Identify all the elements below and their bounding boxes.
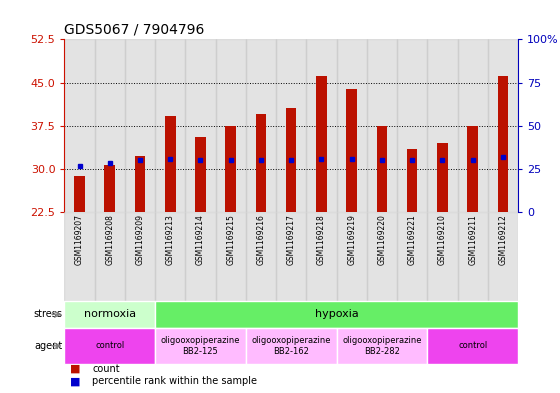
Bar	[488, 39, 518, 212]
Text: GSM1169212: GSM1169212	[498, 214, 507, 265]
Bar	[468, 126, 478, 212]
Text: ■: ■	[70, 364, 81, 374]
Bar	[125, 212, 155, 301]
Text: ■: ■	[70, 376, 81, 386]
Text: GSM1169221: GSM1169221	[408, 214, 417, 265]
Text: oligooxopiperazine
BB2-125: oligooxopiperazine BB2-125	[161, 336, 240, 356]
Bar	[427, 39, 458, 212]
Bar	[216, 39, 246, 212]
Bar	[135, 156, 145, 212]
Text: oligooxopiperazine
BB2-282: oligooxopiperazine BB2-282	[342, 336, 422, 356]
Bar	[427, 212, 458, 301]
Bar	[74, 176, 85, 212]
Bar	[437, 143, 447, 212]
Text: GSM1169217: GSM1169217	[287, 214, 296, 265]
Bar	[95, 212, 125, 301]
Bar	[498, 75, 508, 212]
Text: GSM1169216: GSM1169216	[256, 214, 265, 265]
Bar	[125, 39, 155, 212]
Text: GSM1169209: GSM1169209	[136, 214, 144, 265]
Text: GSM1169218: GSM1169218	[317, 214, 326, 265]
Text: control: control	[458, 342, 487, 350]
Bar	[377, 126, 387, 212]
Bar	[337, 212, 367, 301]
Bar	[256, 114, 266, 212]
Bar	[347, 90, 357, 212]
Bar	[276, 39, 306, 212]
Bar	[286, 108, 296, 212]
Bar	[155, 301, 518, 328]
Text: GSM1169211: GSM1169211	[468, 214, 477, 265]
Bar	[226, 126, 236, 212]
Bar	[337, 328, 427, 364]
Bar	[397, 212, 427, 301]
Text: percentile rank within the sample: percentile rank within the sample	[92, 376, 258, 386]
Text: GSM1169219: GSM1169219	[347, 214, 356, 265]
Bar	[306, 212, 337, 301]
Bar	[64, 328, 155, 364]
Bar	[458, 212, 488, 301]
Bar	[185, 39, 216, 212]
Bar	[185, 212, 216, 301]
Bar	[407, 149, 417, 212]
Bar	[246, 39, 276, 212]
Bar	[155, 212, 185, 301]
Text: GSM1169220: GSM1169220	[377, 214, 386, 265]
Bar	[216, 212, 246, 301]
Text: count: count	[92, 364, 120, 374]
Text: oligooxopiperazine
BB2-162: oligooxopiperazine BB2-162	[251, 336, 331, 356]
Text: hypoxia: hypoxia	[315, 309, 358, 320]
Bar	[64, 39, 95, 212]
Text: GSM1169215: GSM1169215	[226, 214, 235, 265]
Bar	[276, 212, 306, 301]
Text: GDS5067 / 7904796: GDS5067 / 7904796	[64, 23, 205, 37]
Bar	[155, 328, 246, 364]
Bar	[155, 39, 185, 212]
Text: GSM1169207: GSM1169207	[75, 214, 84, 265]
Bar	[165, 116, 175, 212]
Text: GSM1169210: GSM1169210	[438, 214, 447, 265]
Text: normoxia: normoxia	[83, 309, 136, 320]
Bar	[195, 137, 206, 212]
Bar	[64, 301, 155, 328]
Text: stress: stress	[34, 309, 63, 320]
Bar	[458, 39, 488, 212]
Bar	[427, 328, 518, 364]
Text: control: control	[95, 342, 124, 350]
Bar	[337, 39, 367, 212]
Bar	[105, 165, 115, 212]
Text: GSM1169208: GSM1169208	[105, 214, 114, 265]
Bar	[367, 212, 397, 301]
Bar	[367, 39, 397, 212]
Text: GSM1169214: GSM1169214	[196, 214, 205, 265]
Bar	[306, 39, 337, 212]
Bar	[397, 39, 427, 212]
Bar	[488, 212, 518, 301]
Text: agent: agent	[35, 341, 63, 351]
Bar	[95, 39, 125, 212]
Bar	[246, 212, 276, 301]
Text: GSM1169213: GSM1169213	[166, 214, 175, 265]
Bar	[64, 212, 95, 301]
Bar	[316, 75, 326, 212]
Bar	[246, 328, 337, 364]
